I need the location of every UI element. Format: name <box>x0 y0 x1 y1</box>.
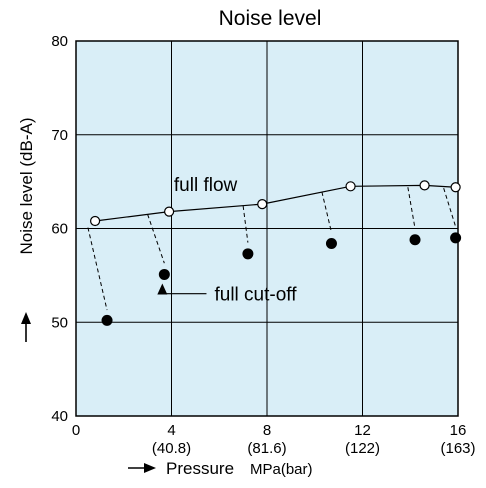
full-flow-point <box>164 206 175 217</box>
annotation-full-cut-off: full cut-off <box>214 285 297 306</box>
x-tick-label: 4 <box>167 422 175 439</box>
annotation-pointer-arrowhead <box>157 283 168 295</box>
annotations: full flow full cut-off <box>157 175 297 306</box>
x-axis-unit: MPa(bar) <box>250 461 313 478</box>
x-axis-arrow <box>128 463 156 473</box>
annotation-full-flow: full flow <box>174 175 238 196</box>
y-axis-label: Noise level (dB-A) <box>17 118 36 255</box>
full-flow-point <box>450 182 461 193</box>
x-tick-label: 8 <box>263 422 271 439</box>
series-full-flow <box>89 180 461 227</box>
x-tick-label: 0 <box>72 422 80 439</box>
full-flow-line <box>95 184 456 222</box>
y-tick-label: 60 <box>51 221 68 238</box>
x-axis-label: Pressure <box>166 459 234 478</box>
connector-lines <box>87 187 457 311</box>
y-tick-label: 80 <box>51 33 68 50</box>
x-tick-sublabel: (40.8) <box>152 440 191 457</box>
y-axis-label-text: Noise level (dB-A) <box>17 118 36 255</box>
full-cut-off-point <box>158 268 170 280</box>
full-cut-off-point <box>325 238 337 249</box>
full-flow-point <box>257 199 268 210</box>
full-flow-point <box>89 215 101 227</box>
full-cut-off-point <box>101 314 113 326</box>
y-tick-label: 40 <box>51 408 68 425</box>
full-flow-point <box>345 181 356 192</box>
y-tick-label: 70 <box>51 127 68 144</box>
full-cut-off-point <box>450 232 462 244</box>
dashed-connector <box>87 227 108 311</box>
full-cut-off-point <box>409 234 421 246</box>
x-tick-sublabel: (163) <box>440 440 475 457</box>
x-tick-sublabel: (122) <box>345 440 380 457</box>
y-axis-arrow <box>21 312 31 342</box>
x-tick-label: 12 <box>354 422 371 439</box>
chart-title: Noise level <box>219 7 322 30</box>
dashed-connector <box>242 205 249 243</box>
axis-ticks: 40 50 60 70 80 0 4(40.8) 8(81.6) 12(122) 16(163) <box>51 33 475 457</box>
gridlines <box>76 41 458 416</box>
series-full-cut-off <box>101 232 462 326</box>
y-tick-label: 50 <box>51 314 68 331</box>
x-tick-label: 16 <box>450 422 467 439</box>
full-cut-off-point <box>242 248 254 260</box>
x-tick-sublabel: (81.6) <box>247 440 286 457</box>
dashed-connector <box>147 214 165 264</box>
full-flow-point <box>419 180 430 191</box>
